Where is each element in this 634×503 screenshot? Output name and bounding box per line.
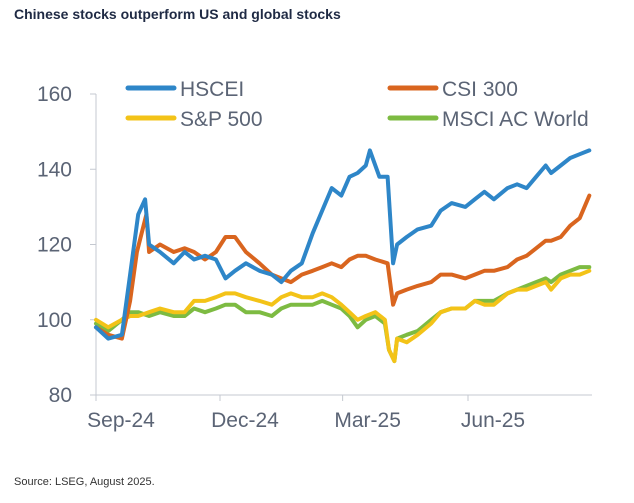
legend-label-s-p-500: S&P 500 [180, 108, 263, 131]
y-tick-label: 100 [37, 309, 72, 332]
legend-label-csi-300: CSI 300 [442, 78, 518, 101]
series-line-csi-300 [94, 193, 592, 341]
series-line-msci-ac-world [94, 265, 592, 364]
series-line-hscei [94, 148, 592, 341]
y-tick-label: 120 [37, 234, 72, 257]
chart-title: Chinese stocks outperform US and global … [14, 6, 341, 22]
y-tick-label: 140 [37, 158, 72, 181]
x-tick-label: Jun-25 [461, 409, 525, 432]
y-tick-label: 160 [37, 83, 72, 106]
legend-label-hscei: HSCEI [180, 78, 244, 101]
source-note: Source: LSEG, August 2025. [14, 476, 155, 488]
x-tick-label: Dec-24 [211, 409, 279, 432]
legend-label-msci-ac-world: MSCI AC World [442, 108, 589, 131]
x-tick-label: Mar-25 [334, 409, 401, 432]
y-tick-label: 80 [49, 384, 72, 407]
x-tick-label: Sep-24 [87, 409, 155, 432]
series-line-s-p-500 [94, 268, 592, 364]
